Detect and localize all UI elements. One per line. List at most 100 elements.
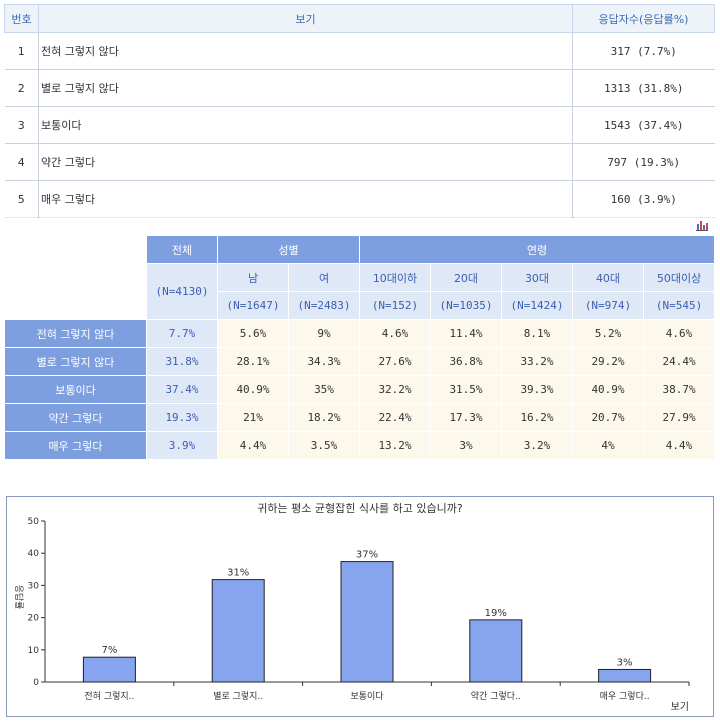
crosstab-row-label: 매우 그렇다 bbox=[4, 431, 147, 460]
crosstab-col-label: 30대 bbox=[501, 263, 573, 292]
crosstab-row: 보통이다 37.4% 40.9% 35% 32.2% 31.5% 39.3% 4… bbox=[4, 375, 716, 404]
crosstab-total-n: (N=4130) bbox=[146, 263, 218, 320]
crosstab-cell: 35% bbox=[288, 375, 360, 404]
row-label: 전혀 그렇지 않다 bbox=[38, 32, 573, 70]
table-row: 2 별로 그렇지 않다 1313 (31.8%) bbox=[4, 69, 715, 107]
crosstab-cell: 16.2% bbox=[501, 403, 573, 432]
chart-bar bbox=[211, 579, 265, 683]
crosstab-cell: 33.2% bbox=[501, 347, 573, 376]
chart-data-label: 31% bbox=[227, 568, 249, 579]
crosstab-cell: 13.2% bbox=[359, 431, 431, 460]
crosstab-col-n: (N=974) bbox=[572, 291, 644, 320]
crosstab-cell: 36.8% bbox=[430, 347, 502, 376]
header-count: 응답자수(응답률%) bbox=[572, 4, 715, 33]
answer-table-header: 번호 보기 응답자수(응답률%) bbox=[4, 4, 715, 33]
crosstab-cell: 5.6% bbox=[217, 319, 289, 348]
chart-title: 귀하는 평소 균형잡힌 식사를 하고 있습니까? bbox=[257, 501, 463, 515]
chart-bar bbox=[82, 656, 136, 683]
crosstab-col-n: (N=1424) bbox=[501, 291, 573, 320]
header-no: 번호 bbox=[4, 4, 39, 33]
crosstab-cell: 4.6% bbox=[642, 319, 716, 348]
crosstab-col-label: 50대이상 bbox=[642, 263, 716, 292]
crosstab-cell: 27.9% bbox=[642, 403, 716, 432]
row-label: 약간 그렇다 bbox=[38, 143, 573, 181]
crosstab-col-n: (N=2483) bbox=[288, 291, 360, 320]
table-row: 5 매우 그렇다 160 (3.9%) bbox=[4, 180, 715, 218]
crosstab-row: 약간 그렇다 19.3% 21% 18.2% 22.4% 17.3% 16.2%… bbox=[4, 403, 716, 432]
crosstab-col-n: (N=1647) bbox=[217, 291, 289, 320]
crosstab-table: 전체 성별 연령 (N=4130) 남 여 10대이하 20대 30대 40대 … bbox=[4, 235, 716, 460]
header-label: 보기 bbox=[38, 4, 573, 33]
crosstab-cell: 3.5% bbox=[288, 431, 360, 460]
row-count: 160 (3.9%) bbox=[572, 180, 715, 218]
crosstab-col-label: 남 bbox=[217, 263, 289, 292]
crosstab-age-header: 연령 bbox=[358, 235, 716, 264]
crosstab-cell: 31.5% bbox=[430, 375, 502, 404]
crosstab-cell: 9% bbox=[288, 319, 360, 348]
chart-x-axis-label: 보기 bbox=[671, 701, 689, 713]
crosstab-row-label: 보통이다 bbox=[4, 375, 147, 404]
crosstab-total-cell: 31.8% bbox=[146, 347, 218, 376]
crosstab-col-label: 여 bbox=[288, 263, 360, 292]
crosstab-cell: 3% bbox=[430, 431, 502, 460]
crosstab-cell: 29.2% bbox=[572, 347, 644, 376]
crosstab-cell: 34.3% bbox=[288, 347, 360, 376]
crosstab-total-cell: 3.9% bbox=[146, 431, 218, 460]
chart-x-tick-label: 매우 그렇다.. bbox=[600, 691, 650, 702]
chart-y-tick-label: 10 bbox=[28, 646, 40, 656]
crosstab-row-label: 약간 그렇다 bbox=[4, 403, 147, 432]
chart-data-label: 37% bbox=[356, 550, 378, 561]
row-count: 317 (7.7%) bbox=[572, 32, 715, 70]
answer-table: 번호 보기 응답자수(응답률%) 1 전혀 그렇지 않다 317 (7.7%) … bbox=[4, 4, 715, 218]
chart-data-label: 19% bbox=[485, 608, 507, 619]
crosstab-cell: 21% bbox=[217, 403, 289, 432]
crosstab-col-n: (N=545) bbox=[642, 291, 716, 320]
row-no: 2 bbox=[4, 69, 39, 107]
row-count: 1543 (37.4%) bbox=[572, 106, 715, 144]
crosstab-col-label: 40대 bbox=[572, 263, 644, 292]
crosstab-cell: 28.1% bbox=[217, 347, 289, 376]
crosstab-cell: 38.7% bbox=[642, 375, 716, 404]
chart-x-tick-label: 약간 그렇다.. bbox=[471, 690, 521, 702]
crosstab-row-label: 전혀 그렇지 않다 bbox=[4, 319, 147, 348]
chart-y-tick-label: 30 bbox=[28, 581, 40, 591]
chart-data-label: 3% bbox=[617, 657, 633, 668]
row-no: 3 bbox=[4, 106, 39, 144]
chart-x-tick-label: 전혀 그렇지.. bbox=[84, 691, 134, 702]
crosstab-cell: 27.6% bbox=[359, 347, 431, 376]
crosstab-gender-header: 성별 bbox=[217, 235, 360, 264]
crosstab-row: 별로 그렇지 않다 31.8% 28.1% 34.3% 27.6% 36.8% … bbox=[4, 347, 716, 376]
chart-x-tick-label: 별로 그렇지.. bbox=[213, 691, 263, 702]
chart-y-tick-label: 40 bbox=[28, 549, 40, 559]
crosstab-cell: 20.7% bbox=[572, 403, 644, 432]
row-label: 별로 그렇지 않다 bbox=[38, 69, 573, 107]
chart-bar bbox=[469, 619, 523, 683]
chart-y-tick-label: 50 bbox=[28, 517, 40, 527]
crosstab-row: 매우 그렇다 3.9% 4.4% 3.5% 13.2% 3% 3.2% 4% 4… bbox=[4, 431, 716, 460]
crosstab-col-label: 10대이하 bbox=[359, 263, 431, 292]
chart-y-tick-label: 0 bbox=[33, 678, 39, 688]
row-label: 보통이다 bbox=[38, 106, 573, 144]
crosstab-total-cell: 19.3% bbox=[146, 403, 218, 432]
crosstab-cell: 3.2% bbox=[501, 431, 573, 460]
crosstab-col-n: (N=152) bbox=[359, 291, 431, 320]
crosstab-total-cell: 7.7% bbox=[146, 319, 218, 348]
chart-x-tick-label: 보통이다 bbox=[350, 691, 384, 702]
crosstab-row: 전혀 그렇지 않다 7.7% 5.6% 9% 4.6% 11.4% 8.1% 5… bbox=[4, 319, 716, 348]
chart-data-label: 7% bbox=[101, 645, 117, 656]
chart-canvas: 귀하는 평소 균형잡힌 식사를 하고 있습니까? 응답률 보기 0 10 20 30 4… bbox=[13, 501, 690, 713]
chart-y-axis-label: 응답률 bbox=[13, 585, 25, 610]
row-no: 5 bbox=[4, 180, 39, 218]
crosstab-row-label: 별로 그렇지 않다 bbox=[4, 347, 147, 376]
crosstab-cell: 4.4% bbox=[217, 431, 289, 460]
crosstab-col-n: (N=1035) bbox=[430, 291, 502, 320]
crosstab-cell: 40.9% bbox=[572, 375, 644, 404]
crosstab-cell: 4.4% bbox=[642, 431, 716, 460]
chart-bar bbox=[340, 561, 394, 683]
row-label: 매우 그렇다 bbox=[38, 180, 573, 218]
chart-bar bbox=[598, 668, 652, 683]
crosstab-corner bbox=[4, 235, 147, 320]
crosstab-col-label: 20대 bbox=[430, 263, 502, 292]
bar-chart-icon[interactable] bbox=[695, 219, 709, 231]
crosstab-total-cell: 37.4% bbox=[146, 375, 218, 404]
